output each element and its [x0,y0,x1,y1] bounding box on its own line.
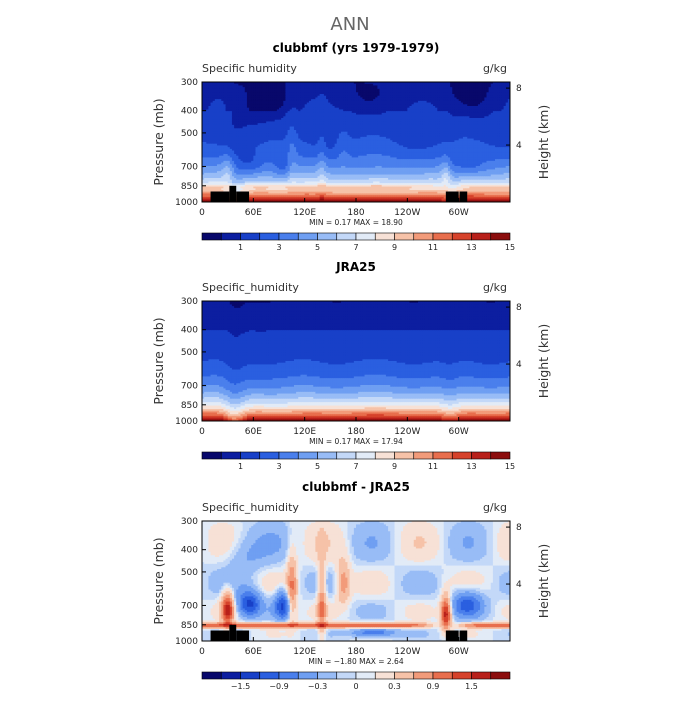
figure-canvas: ANN clubbmf (yrs 1979-1979) Specific humi… [0,0,700,700]
figure-title: ANN [330,14,369,35]
panel-1: clubbmf (yrs 1979-1979) Specific humidity… [151,41,551,252]
panel-title: clubbmf (yrs 1979-1979) [273,41,440,55]
units-label: g/kg [483,62,507,75]
heatmap-field [202,82,510,202]
variable-label: Specific humidity [202,62,297,75]
